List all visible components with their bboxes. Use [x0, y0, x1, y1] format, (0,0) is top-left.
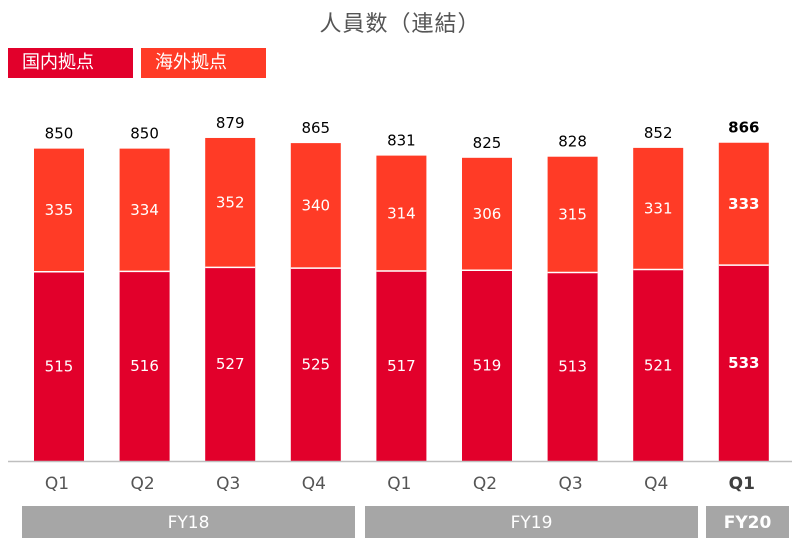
bar-domestic — [34, 271, 84, 461]
data-label-total: 828 — [558, 133, 587, 151]
x-tick-label: Q1 — [45, 474, 69, 494]
x-tick-label: Q4 — [644, 474, 668, 494]
data-label-domestic: 533 — [728, 354, 759, 372]
data-label-total: 865 — [301, 119, 330, 137]
data-label-total: 852 — [644, 124, 673, 142]
bar-domestic — [376, 271, 427, 461]
data-label-domestic: 519 — [473, 357, 502, 375]
data-label-domestic: 525 — [301, 356, 330, 374]
data-label-domestic: 513 — [558, 358, 587, 376]
data-label-total: 850 — [130, 125, 159, 143]
data-label-total: 850 — [45, 125, 74, 143]
bar-domestic — [718, 265, 769, 461]
bar-overseas — [547, 156, 598, 273]
data-label-total: 825 — [473, 134, 502, 152]
bar-overseas — [718, 142, 769, 266]
data-label-domestic: 517 — [387, 357, 416, 375]
data-label-overseas: 333 — [728, 195, 759, 213]
x-tick-label: Q1 — [387, 474, 411, 494]
data-label-domestic: 527 — [216, 355, 245, 373]
legend-overseas: 海外拠点 — [141, 48, 266, 78]
bar-domestic — [119, 271, 170, 461]
bar-overseas — [462, 157, 512, 271]
x-tick-label: Q4 — [302, 474, 326, 494]
bar-domestic — [290, 268, 341, 461]
x-tick-label: Q2 — [130, 474, 154, 494]
legend-overseas-label: 海外拠点 — [155, 52, 227, 73]
data-label-total: 866 — [728, 119, 759, 137]
group-label: FY20 — [724, 513, 772, 533]
x-tick-label: Q3 — [216, 474, 240, 494]
bar-domestic — [462, 270, 512, 461]
data-label-overseas: 340 — [301, 197, 330, 215]
bar-overseas — [633, 147, 684, 270]
data-label-overseas: 314 — [387, 204, 416, 222]
data-label-total: 831 — [387, 132, 416, 150]
bar-overseas — [34, 148, 84, 272]
legend-domestic-label: 国内拠点 — [22, 52, 94, 73]
group-bar-fy18 — [22, 506, 355, 538]
data-label-overseas: 315 — [558, 206, 587, 224]
data-label-overseas: 352 — [216, 194, 245, 212]
group-bar-fy19 — [365, 506, 698, 538]
x-tick-label: Q3 — [558, 474, 582, 494]
bar-overseas — [290, 143, 341, 269]
data-label-total: 879 — [216, 114, 245, 132]
bar-domestic — [547, 272, 598, 461]
data-label-overseas: 331 — [644, 200, 673, 218]
data-label-domestic: 521 — [644, 356, 673, 374]
group-bar-fy20 — [706, 506, 789, 538]
legend-domestic: 国内拠点 — [8, 48, 133, 78]
data-label-overseas: 334 — [130, 201, 159, 219]
data-label-overseas: 306 — [473, 205, 502, 223]
data-label-domestic: 516 — [130, 357, 159, 375]
data-label-domestic: 515 — [45, 357, 74, 375]
x-tick-label: Q1 — [729, 474, 755, 494]
bar-overseas — [376, 155, 427, 272]
bar-domestic — [205, 267, 256, 461]
chart-title: 人員数（連結） — [319, 12, 481, 37]
group-label: FY19 — [511, 513, 553, 533]
bar-overseas — [205, 137, 256, 268]
x-tick-label: Q2 — [473, 474, 497, 494]
bar-domestic — [633, 269, 684, 461]
bar-overseas — [119, 148, 170, 272]
group-label: FY18 — [168, 513, 210, 533]
data-label-overseas: 335 — [45, 201, 74, 219]
